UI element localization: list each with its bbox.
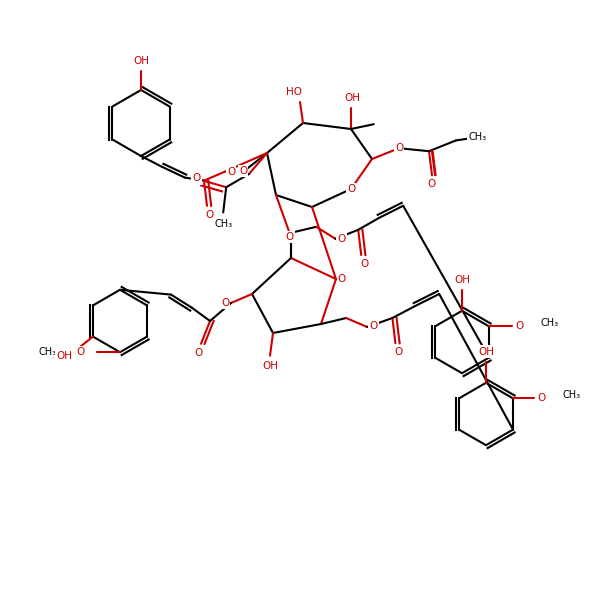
Text: O: O (360, 259, 368, 269)
Text: OH: OH (344, 93, 360, 103)
Text: O: O (206, 210, 214, 220)
Text: O: O (227, 167, 235, 176)
Text: O: O (338, 274, 346, 284)
Text: O: O (515, 322, 523, 331)
Text: O: O (337, 234, 346, 244)
Text: O: O (286, 232, 294, 242)
Text: O: O (428, 179, 436, 189)
Text: O: O (538, 394, 546, 403)
Text: O: O (239, 166, 247, 176)
Text: O: O (221, 298, 229, 308)
Text: O: O (395, 143, 403, 153)
Text: HO: HO (286, 87, 302, 97)
Text: O: O (369, 321, 377, 331)
Text: OH: OH (57, 351, 73, 361)
Text: OH: OH (454, 275, 470, 284)
Text: CH₃: CH₃ (540, 319, 558, 328)
Text: CH₃: CH₃ (468, 133, 486, 142)
Text: O: O (192, 173, 200, 183)
Text: OH: OH (133, 56, 149, 66)
Text: CH₃: CH₃ (214, 220, 232, 229)
Text: O: O (76, 347, 85, 357)
Text: O: O (394, 347, 403, 357)
Text: O: O (347, 184, 355, 194)
Text: OH: OH (478, 347, 494, 356)
Text: CH₃: CH₃ (38, 347, 56, 357)
Text: OH: OH (262, 361, 278, 371)
Text: CH₃: CH₃ (562, 391, 580, 400)
Text: O: O (194, 348, 202, 358)
